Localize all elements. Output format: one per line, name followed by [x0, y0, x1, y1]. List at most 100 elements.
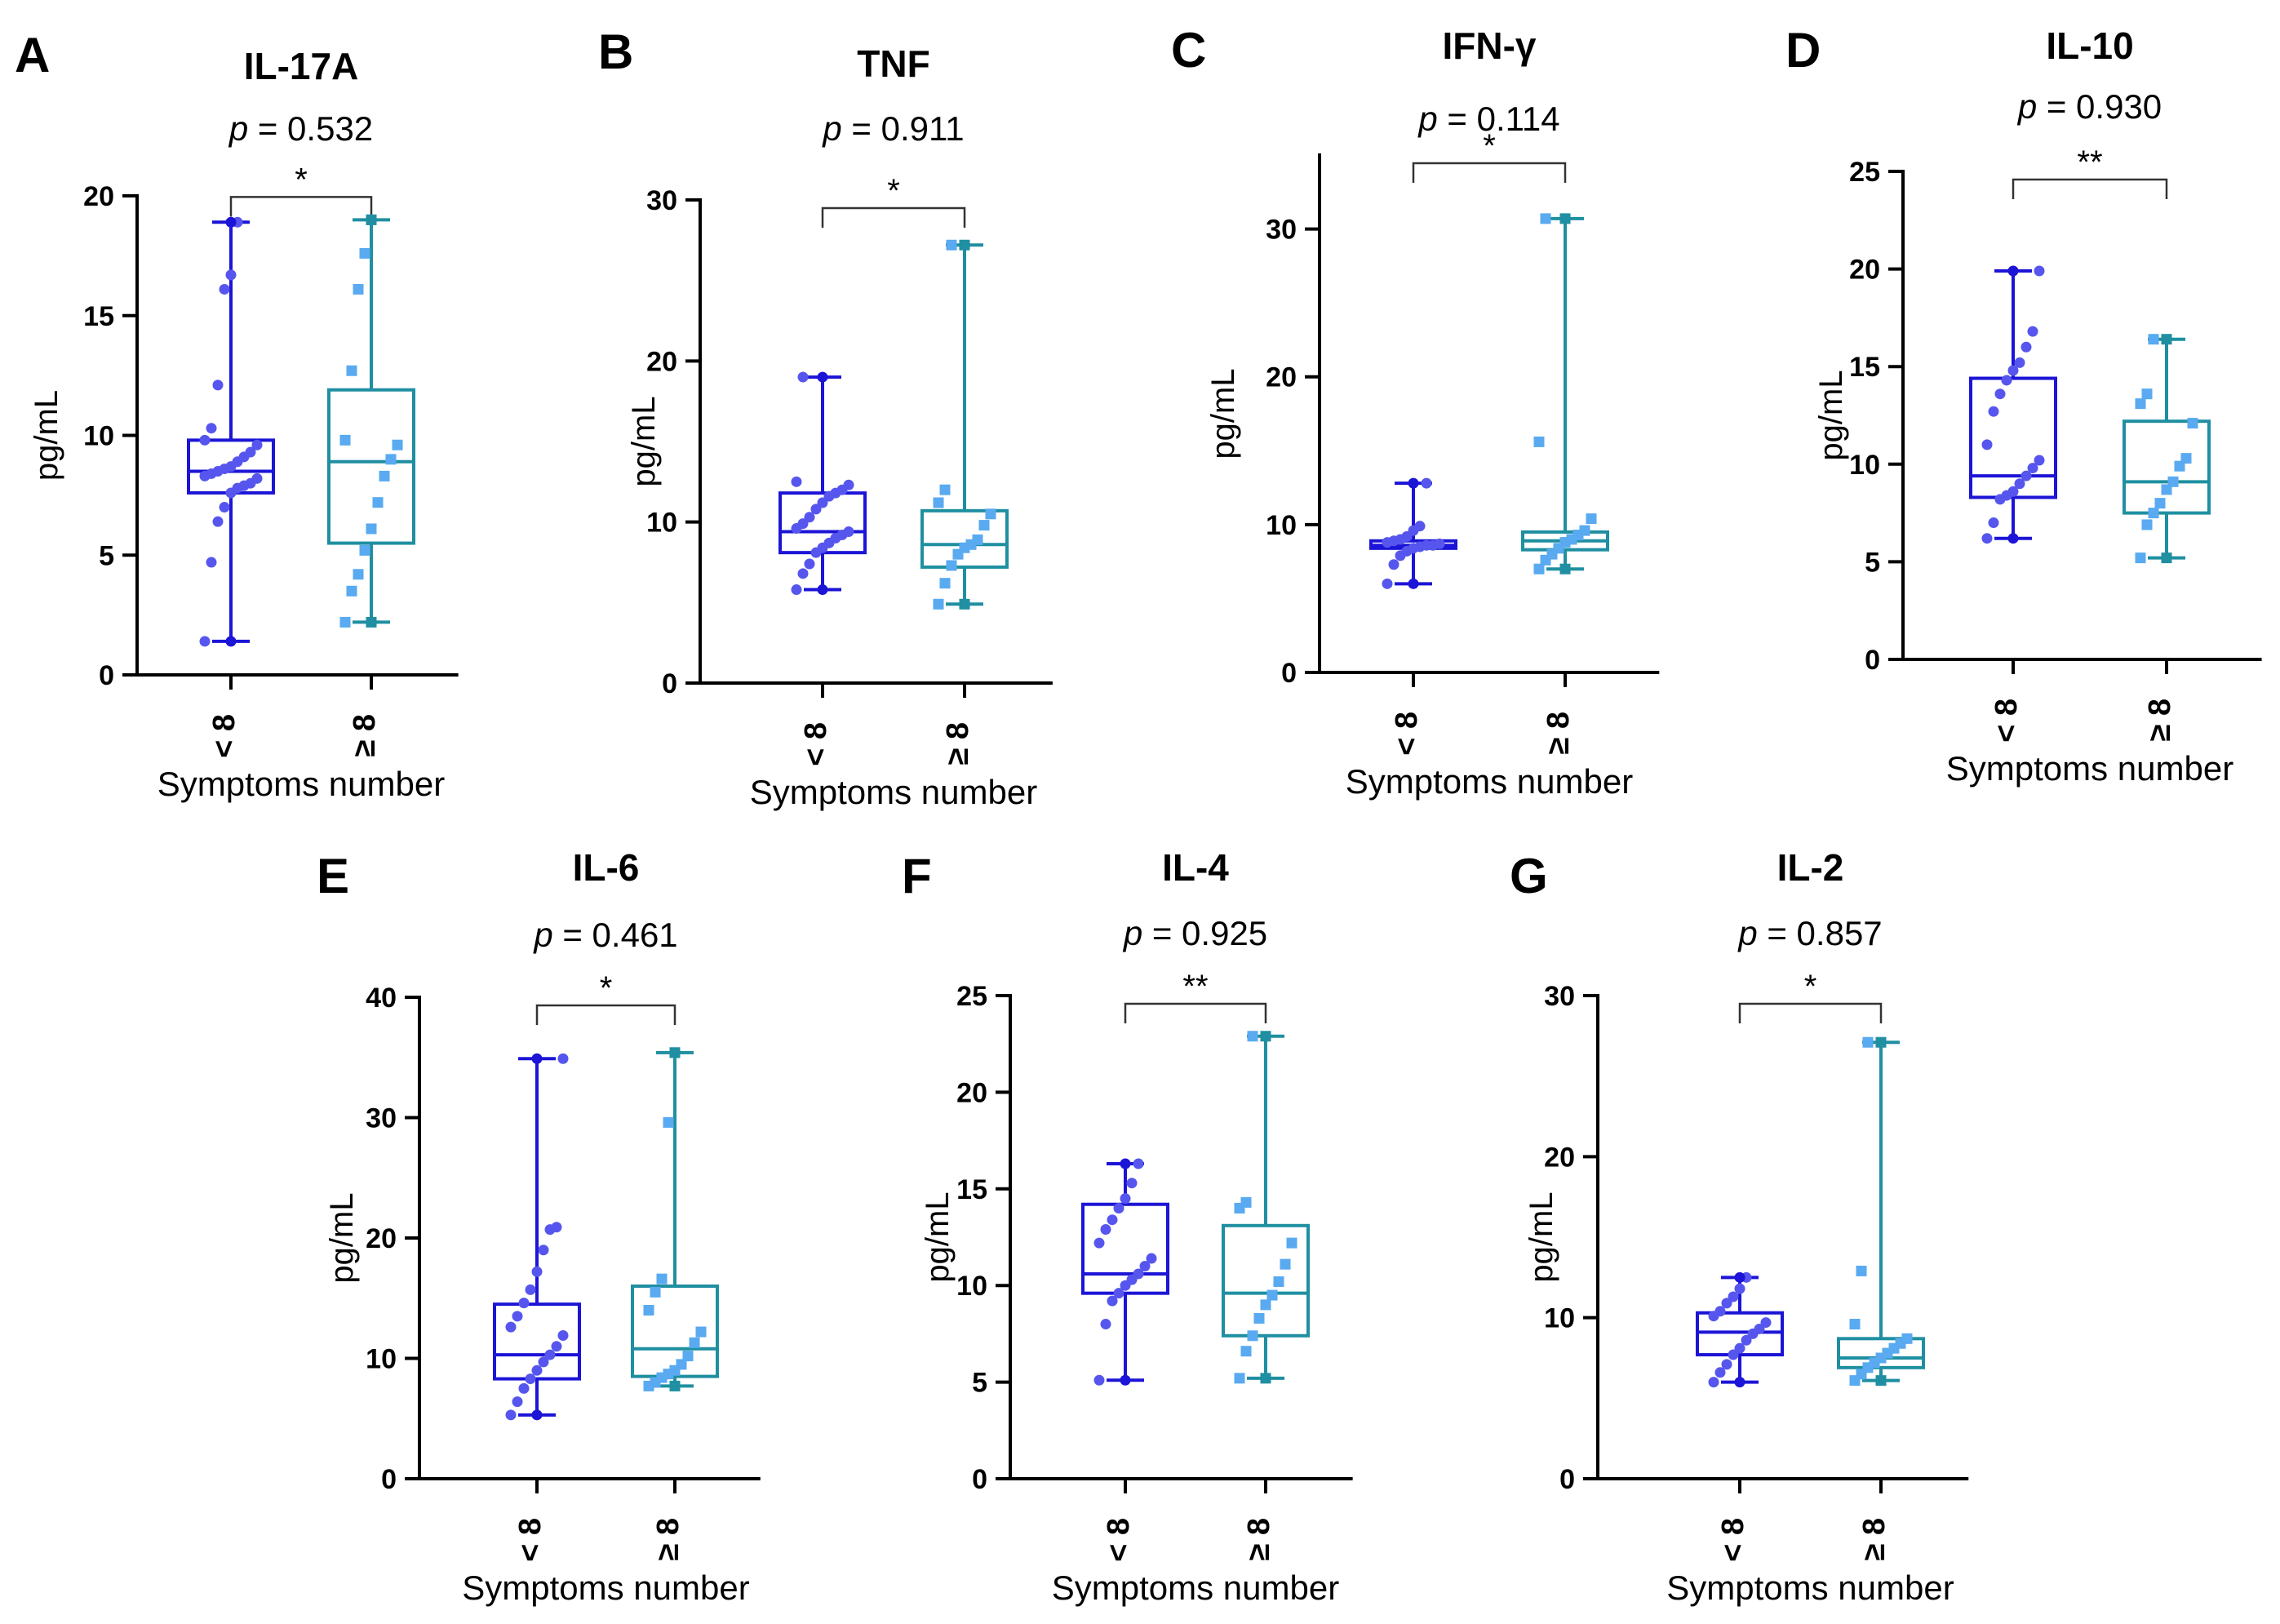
y-tick-label: 30 — [646, 185, 677, 216]
data-point — [985, 508, 996, 520]
data-point — [1260, 1299, 1271, 1311]
data-point — [2027, 326, 2038, 337]
panel-b: B TNF p = 0.911 0 10 20 30 pg/mL < 8 ≥ 8 Symptoms … — [598, 24, 1053, 811]
data-point — [2148, 334, 2159, 345]
data-point — [551, 1222, 562, 1233]
panel-letter: D — [1785, 23, 1821, 78]
data-point — [650, 1286, 661, 1298]
data-point — [2007, 365, 2019, 376]
data-point — [797, 371, 809, 383]
data-point — [1240, 1346, 1252, 1357]
whisker-end-point — [959, 598, 970, 610]
data-point — [346, 365, 357, 376]
x-axis-label: Symptoms number — [1052, 1569, 1339, 1607]
whisker-end-point — [1875, 1036, 1887, 1048]
data-point — [1754, 1323, 1765, 1334]
data-point — [1734, 1342, 1745, 1354]
data-point — [1107, 1214, 1118, 1226]
group-lt8 — [187, 216, 275, 647]
panel-letter: E — [317, 849, 349, 903]
data-point — [2034, 455, 2045, 466]
data-point — [212, 516, 224, 527]
y-tick-label: 15 — [956, 1174, 987, 1205]
x-tick-label: ≥ 8 — [941, 722, 975, 765]
y-tick-label: 10 — [956, 1271, 987, 1302]
data-point — [1234, 1373, 1245, 1384]
data-point — [505, 1409, 517, 1421]
data-point — [1093, 1237, 1105, 1249]
x-axis-label: Symptoms number — [1946, 749, 2233, 788]
data-point — [518, 1298, 530, 1309]
x-tick-label: ≥ 8 — [1541, 712, 1576, 755]
panel-title: IL-6 — [573, 846, 640, 889]
data-point — [2027, 463, 2038, 474]
data-point — [199, 434, 211, 446]
data-point — [643, 1305, 654, 1316]
data-point — [557, 1053, 569, 1064]
data-point — [1760, 1317, 1772, 1329]
x-tick-label: < 8 — [513, 1518, 548, 1562]
data-point — [791, 584, 802, 596]
x-axis-label: Symptoms number — [157, 765, 445, 803]
data-point — [544, 1349, 556, 1360]
data-point — [1100, 1224, 1111, 1236]
data-point — [1988, 517, 1999, 529]
panel-title: IL-10 — [2046, 24, 2133, 67]
y-tick-label: 20 — [1266, 362, 1297, 393]
panel-e: E IL-6 p = 0.461 0 10 20 30 40 pg/mL < 8 ≥ 8 Sympto… — [317, 846, 761, 1607]
data-point — [251, 439, 263, 450]
x-tick-label: < 8 — [1716, 1518, 1750, 1562]
data-point — [1714, 1306, 1726, 1317]
data-point — [245, 446, 256, 458]
panel-title: IFN-γ — [1443, 24, 1537, 67]
data-point — [353, 569, 364, 580]
data-point — [525, 1284, 536, 1295]
y-tick-label: 0 — [1865, 645, 1880, 676]
data-point — [557, 1329, 569, 1341]
data-point — [1382, 578, 1393, 589]
p-value-label: p = 0.461 — [532, 916, 677, 954]
data-point — [2021, 470, 2032, 481]
data-point — [695, 1326, 707, 1338]
data-point — [1734, 1283, 1745, 1294]
y-axis-label: pg/mL — [920, 1191, 956, 1282]
data-point — [804, 512, 815, 523]
group-lt8 — [493, 1053, 581, 1421]
group-ge8 — [1521, 213, 1609, 575]
whisker-end-point — [225, 216, 237, 228]
whisker-end-point — [531, 1409, 543, 1421]
y-tick-label: 0 — [972, 1464, 987, 1495]
panel-letter: G — [1510, 849, 1548, 903]
data-point — [1728, 1291, 1739, 1302]
data-point — [2135, 398, 2146, 410]
whisker-end-point — [817, 584, 828, 596]
data-point — [817, 497, 828, 508]
data-point — [512, 1311, 523, 1322]
data-point — [1901, 1333, 1913, 1344]
x-tick-label: < 8 — [799, 722, 833, 766]
data-point — [1133, 1268, 1144, 1280]
data-point — [797, 568, 809, 579]
y-axis-label: pg/mL — [29, 390, 64, 481]
data-point — [1540, 213, 1551, 224]
data-point — [1721, 1298, 1732, 1309]
whisker-end-point — [1120, 1158, 1131, 1169]
data-point — [212, 379, 224, 391]
data-point — [1714, 1367, 1726, 1378]
whisker-end-point — [1559, 563, 1571, 575]
data-point — [946, 560, 957, 571]
group-lt8 — [778, 371, 867, 596]
data-point — [1107, 1295, 1118, 1307]
data-point — [2135, 552, 2146, 564]
group-ge8 — [1222, 1031, 1310, 1384]
panel-letter: C — [1171, 23, 1206, 78]
y-tick-label: 40 — [366, 983, 397, 1014]
data-point — [676, 1359, 687, 1370]
y-tick-label: 10 — [1266, 510, 1297, 541]
y-tick-label: 0 — [99, 660, 114, 691]
y-tick-label: 30 — [1544, 981, 1575, 1012]
data-point — [372, 497, 384, 508]
p-value-label: p = 0.925 — [1122, 914, 1267, 952]
significance-stars: * — [1804, 969, 1817, 1005]
